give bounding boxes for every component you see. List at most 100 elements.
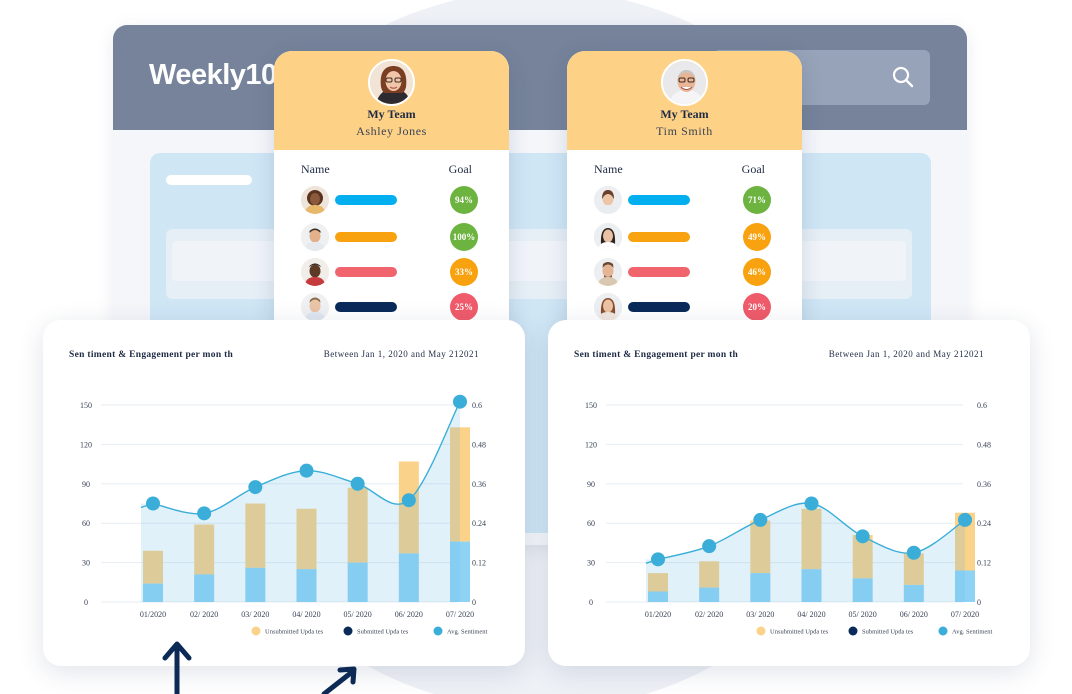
x-tick-label: 03/ 2020 <box>241 610 269 619</box>
member-avatar <box>301 186 329 214</box>
sentiment-point <box>146 496 160 511</box>
diagonal-arrow-icon <box>321 666 357 694</box>
y2-tick-label: 0.6 <box>472 401 482 410</box>
member-progress-bar <box>335 302 397 312</box>
bar-unsubmitted <box>903 553 924 585</box>
legend-marker <box>251 626 261 636</box>
bar-submitted <box>648 591 668 602</box>
y-tick-label: 60 <box>587 519 595 528</box>
bar-unsubmitted <box>955 512 975 571</box>
x-tick-label: 02/ 2020 <box>695 610 723 619</box>
bar-submitted <box>750 573 771 602</box>
app-header: Weekly10 <box>113 25 967 130</box>
sentiment-chart-card-left: Sen timent & Engagement per mon th Betwe… <box>43 320 525 666</box>
legend-label: Avg. Sentiment <box>952 629 993 636</box>
team-member-row[interactable]: 49% <box>567 222 802 252</box>
team-card-ashley: My Team Ashley Jones Name Goal 94% 100% … <box>274 51 509 339</box>
team-member-row[interactable]: 94% <box>274 185 509 215</box>
bar-submitted <box>955 570 975 602</box>
team-member-row[interactable]: 46% <box>567 257 802 287</box>
member-progress-bar <box>628 267 690 277</box>
team-title: My Team <box>367 107 416 121</box>
bar-unsubmitted <box>750 520 771 574</box>
panel-title-placeholder <box>166 175 252 185</box>
column-header-goal: Goal <box>741 162 765 176</box>
chart-date-range: Between Jan 1, 2020 and May 212021 <box>323 349 479 359</box>
search-icon[interactable] <box>892 66 914 88</box>
sentiment-area <box>141 401 460 602</box>
y2-tick-label: 0.36 <box>472 480 486 489</box>
bar-submitted <box>245 567 266 602</box>
bar-unsubmitted <box>648 573 668 592</box>
bar-submitted <box>296 569 317 602</box>
sentiment-point <box>248 480 263 495</box>
sentiment-point <box>401 493 416 508</box>
x-tick-label: 07/ 2020 <box>951 610 979 619</box>
sentiment-point <box>855 529 870 544</box>
goal-badge: 46% <box>743 258 771 286</box>
sentiment-point <box>299 463 314 478</box>
team-card-tim: My Team Tim Smith Name Goal 71% 49% 46% … <box>567 51 802 339</box>
member-avatar <box>301 223 329 251</box>
goal-badge: 49% <box>743 223 771 251</box>
x-tick-label: 01/2020 <box>645 610 671 619</box>
y2-tick-label: 0 <box>472 598 476 607</box>
bar-submitted <box>450 541 470 602</box>
x-tick-label: 06/ 2020 <box>900 610 928 619</box>
chart-date-range: Between Jan 1, 2020 and May 212021 <box>828 349 984 359</box>
column-header-goal: Goal <box>448 162 472 176</box>
y-tick-label: 90 <box>82 480 90 489</box>
team-card-header: My Team Ashley Jones <box>274 51 509 150</box>
y2-tick-label: 0.6 <box>977 401 987 410</box>
bar-unsubmitted <box>245 503 266 568</box>
team-title: My Team <box>660 107 709 121</box>
member-avatar <box>301 293 329 321</box>
team-member-row[interactable]: 71% <box>567 185 802 215</box>
bar-submitted <box>903 584 924 602</box>
y2-tick-label: 0.24 <box>472 519 486 528</box>
column-header-name: Name <box>301 162 330 176</box>
sentiment-point <box>906 545 921 560</box>
app-logo: Weekly10 <box>149 59 277 91</box>
sentiment-chart-card-right: Sen timent & Engagement per mon th Betwe… <box>548 320 1030 666</box>
legend-marker <box>433 626 443 636</box>
y-tick-label: 0 <box>84 598 88 607</box>
member-progress-bar <box>335 267 397 277</box>
bar-submitted <box>398 553 419 602</box>
chart-title: Sen timent & Engagement per mon th <box>69 350 234 360</box>
team-member-row[interactable]: 33% <box>274 257 509 287</box>
team-member-row[interactable]: 25% <box>274 292 509 322</box>
goal-badge: 71% <box>743 186 771 214</box>
bar-unsubmitted <box>194 524 215 575</box>
member-progress-bar <box>335 195 397 205</box>
sentiment-chart-right: 150 0.6 120 0.48 90 0.36 60 0.24 30 0.12 0 0 01/2020… <box>585 401 993 636</box>
y-tick-label: 150 <box>585 401 597 410</box>
bar-submitted <box>852 578 873 602</box>
team-member-row[interactable]: 100% <box>274 222 509 252</box>
legend-label: Submitted Upda tes <box>357 629 409 636</box>
x-tick-label: 04/ 2020 <box>797 610 825 619</box>
team-card-header: My Team Tim Smith <box>567 51 802 150</box>
bar-unsubmitted <box>450 427 470 542</box>
member-avatar <box>594 258 622 286</box>
bar-submitted <box>699 587 720 602</box>
bar-submitted <box>347 562 368 602</box>
sentiment-chart-left: 150 0.6 120 0.48 90 0.36 60 0.24 30 0.12 0 0 01/2020… <box>80 394 488 636</box>
team-member-row[interactable]: 20% <box>567 292 802 322</box>
bar-unsubmitted <box>852 535 873 579</box>
manager-avatar <box>661 59 708 106</box>
x-tick-label: 03/ 2020 <box>746 610 774 619</box>
sentiment-point <box>453 394 467 409</box>
up-arrow-icon <box>162 641 192 694</box>
x-tick-label: 05/ 2020 <box>344 610 372 619</box>
legend-label: Unsubmitted Upda tes <box>265 629 324 636</box>
sentiment-point <box>753 512 768 527</box>
sentiment-point <box>197 506 212 521</box>
member-progress-bar <box>628 195 690 205</box>
team-manager-name: Ashley Jones <box>356 124 427 138</box>
legend-marker <box>938 626 948 636</box>
bar-unsubmitted <box>801 508 822 570</box>
member-avatar <box>594 293 622 321</box>
x-tick-label: 06/ 2020 <box>395 610 423 619</box>
sentiment-area <box>646 503 965 602</box>
